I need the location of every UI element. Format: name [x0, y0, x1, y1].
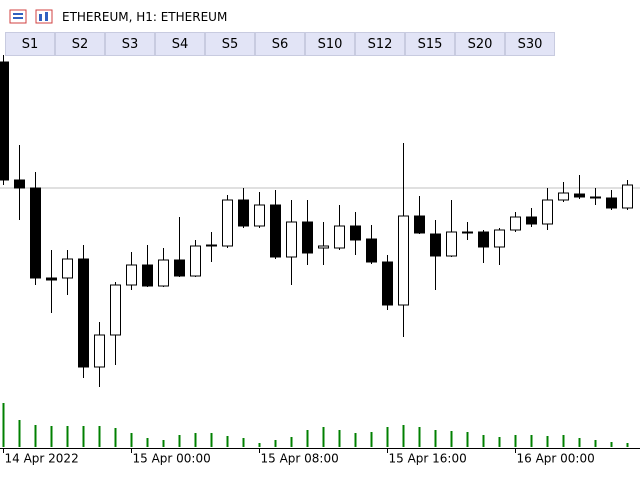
- candle-body: [174, 259, 185, 277]
- candle-body: [302, 221, 313, 254]
- x-tick-label: 15 Apr 00:00: [133, 452, 211, 466]
- candle-body: [62, 258, 73, 279]
- timeframe-button[interactable]: S3: [105, 32, 155, 56]
- candle-body: [590, 196, 601, 199]
- candle-body: [14, 179, 25, 189]
- timeframe-button[interactable]: S1: [5, 32, 55, 56]
- timeframe-button[interactable]: S6: [255, 32, 305, 56]
- candle-body: [334, 225, 345, 249]
- timeframe-button[interactable]: S30: [505, 32, 555, 56]
- candle-body: [398, 215, 409, 306]
- candle-body: [494, 229, 505, 248]
- candle-body: [222, 199, 233, 247]
- candle-body: [558, 192, 569, 201]
- candle-body: [430, 233, 441, 257]
- icons: [9, 9, 53, 24]
- candle-body: [142, 264, 153, 287]
- candle-body: [478, 231, 489, 248]
- candle-body: [206, 244, 217, 247]
- candle-body: [286, 221, 297, 258]
- timeframe-button[interactable]: S20: [455, 32, 505, 56]
- candle-body: [158, 259, 169, 287]
- timeframe-button[interactable]: S4: [155, 32, 205, 56]
- candle-body: [190, 245, 201, 277]
- candle-body: [622, 184, 633, 209]
- candle-body: [510, 216, 521, 231]
- candle-body: [254, 204, 265, 227]
- timeframe-button[interactable]: S12: [355, 32, 405, 56]
- candle-body: [46, 277, 57, 281]
- candle-body: [126, 264, 137, 286]
- candle-body: [0, 61, 9, 181]
- candle-body: [94, 334, 105, 368]
- x-tick-label: 15 Apr 16:00: [389, 452, 467, 466]
- candle-body: [542, 199, 553, 225]
- candle-body: [446, 231, 457, 257]
- x-tick-label: 16 Apr 00:00: [517, 452, 595, 466]
- timeframe-button[interactable]: S15: [405, 32, 455, 56]
- x-tick-label: 15 Apr 08:00: [261, 452, 339, 466]
- timeframe-button[interactable]: S5: [205, 32, 255, 56]
- x-tick-label: 14 Apr 2022: [5, 452, 79, 466]
- candle-body: [366, 238, 377, 263]
- candle-body: [30, 187, 41, 279]
- chart-title: ETHEREUM, H1: ETHEREUM: [62, 10, 228, 24]
- timeframe-button[interactable]: S10: [305, 32, 355, 56]
- candle-body: [526, 216, 537, 225]
- candle-body: [606, 197, 617, 209]
- candle-body: [110, 284, 121, 336]
- candle-body: [78, 258, 89, 368]
- candle-body: [318, 245, 329, 249]
- timeframe-buttons: S1 S2 S3 S4 S5 S6 S10 S12 S15 S20 S30: [5, 32, 555, 56]
- candle-body: [270, 204, 281, 258]
- timeframe-button[interactable]: S2: [55, 32, 105, 56]
- candle-body: [574, 193, 585, 198]
- candle-body: [238, 199, 249, 227]
- candle-body: [462, 231, 473, 234]
- candle-body: [382, 261, 393, 306]
- candle-body: [414, 215, 425, 234]
- candle-body: [350, 225, 361, 241]
